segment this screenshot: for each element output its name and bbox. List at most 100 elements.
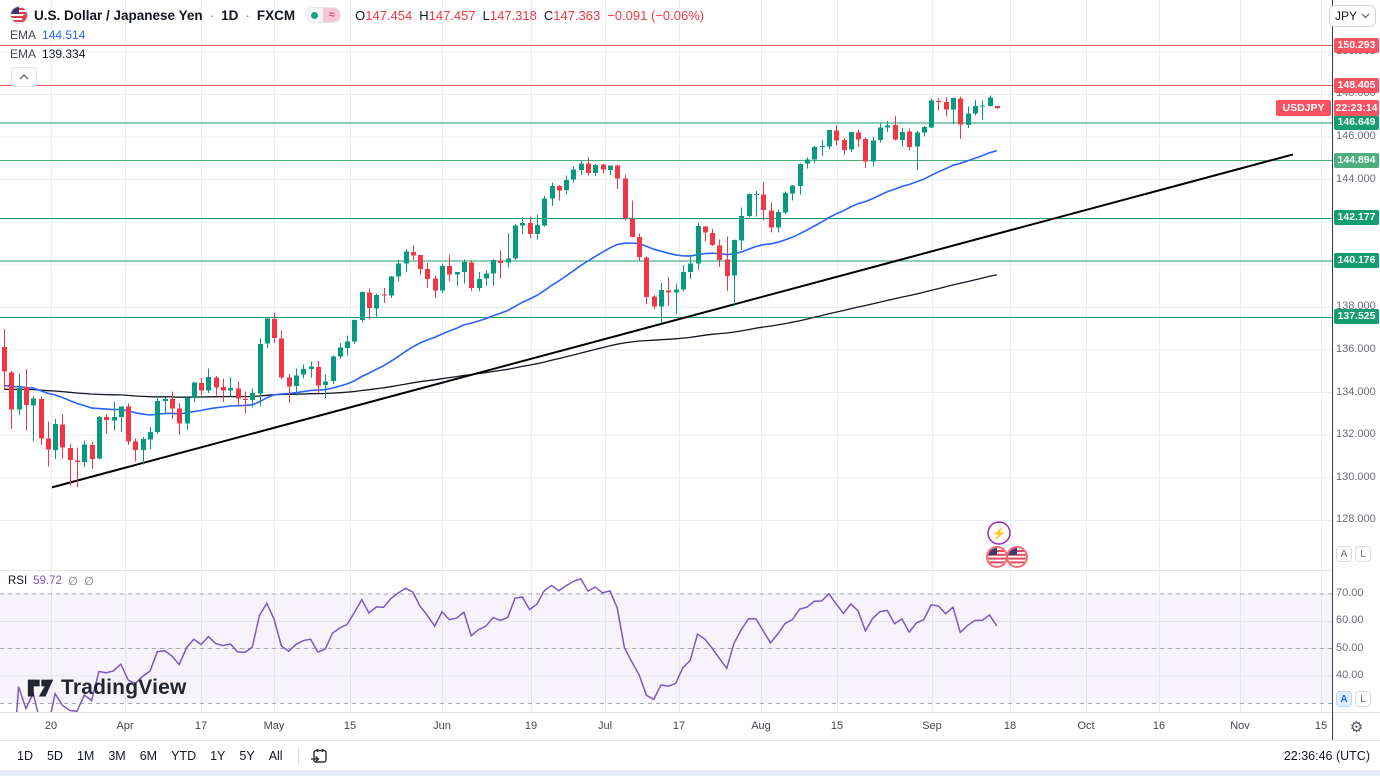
- auto-scale-button[interactable]: A: [1336, 691, 1352, 707]
- symbol-row[interactable]: U.S. Dollar / Japanese Yen · 1D · FXCM ≈…: [10, 5, 704, 25]
- range-button-3m[interactable]: 3M: [108, 748, 126, 763]
- rsi-chart: [0, 570, 1332, 712]
- time-axis[interactable]: 20 Apr 17 May 15 Jun 19 Jul 17 Aug 15 Sep 18 Oct 16 Nov…: [0, 712, 1332, 740]
- last-price-symbol-tag: USDJPY: [1276, 99, 1331, 116]
- price-tick-label: 146.000: [1336, 129, 1376, 142]
- us-flag-event-icon[interactable]: [986, 546, 1008, 568]
- candle-body: [666, 290, 671, 293]
- ema-fast-legend[interactable]: EMA 144.514: [10, 25, 704, 44]
- candle-body: [623, 178, 628, 219]
- main-chart-pane[interactable]: ⚡: [0, 0, 1332, 570]
- time-tick-label: Jun: [433, 720, 451, 732]
- candle-body: [75, 460, 80, 463]
- symbol-title[interactable]: U.S. Dollar / Japanese Yen: [34, 7, 203, 23]
- rsi-line[interactable]: [11, 577, 998, 712]
- candle-body: [491, 260, 496, 274]
- candle-body: [177, 408, 182, 424]
- candle-body: [170, 398, 175, 409]
- candle-body: [915, 132, 920, 147]
- delayed-data-icon: ≈: [323, 8, 341, 22]
- range-button-ytd[interactable]: YTD: [171, 748, 197, 763]
- candle-body: [747, 194, 752, 216]
- pane-separator[interactable]: [0, 570, 1380, 571]
- range-button-1d[interactable]: 1D: [17, 748, 33, 763]
- candle-body: [141, 439, 146, 451]
- candle-body: [936, 100, 941, 102]
- rsi-label: RSI: [8, 575, 28, 587]
- price-level-tag: 146.649: [1334, 115, 1379, 131]
- calendar-go-to-date-icon: [309, 746, 329, 766]
- candle-body: [469, 262, 474, 288]
- candle-body: [9, 372, 14, 410]
- time-tick-label: 19: [524, 720, 538, 732]
- log-scale-button[interactable]: L: [1355, 691, 1371, 707]
- flag-stripe: [988, 561, 1006, 564]
- flag-art: [988, 548, 1006, 566]
- main-grid: [0, 0, 1332, 570]
- rsi-legend[interactable]: RSI 59.72 ∅ ∅: [8, 574, 94, 588]
- candle-body: [24, 387, 29, 405]
- us-flag-event-icon[interactable]: [1006, 546, 1028, 568]
- candle-body: [82, 444, 87, 462]
- ema-slow-legend[interactable]: EMA 139.334: [10, 44, 704, 63]
- range-button-1m[interactable]: 1M: [76, 748, 95, 763]
- flag-canton: [1008, 548, 1017, 555]
- candle-body: [805, 159, 810, 164]
- rsi-tick-label: 70.00: [1336, 587, 1364, 600]
- ema-fast-value: 144.514: [42, 27, 86, 42]
- candle-body: [550, 185, 555, 199]
- exchange-label[interactable]: FXCM: [256, 7, 296, 23]
- candle-body: [812, 146, 817, 160]
- candle-body: [995, 106, 1000, 108]
- time-tick-label: Sep: [922, 720, 942, 732]
- collapse-legend-button[interactable]: [11, 67, 37, 87]
- price-tick-label: 144.000: [1336, 172, 1376, 185]
- range-button-6m[interactable]: 6M: [139, 748, 158, 763]
- candle-body: [287, 377, 292, 387]
- candle-body: [396, 263, 401, 277]
- open-value: O147.454: [355, 7, 413, 23]
- price-tick-label: 132.000: [1336, 428, 1376, 441]
- lightning-event-icon[interactable]: ⚡: [987, 521, 1011, 545]
- go-to-date-button[interactable]: [307, 744, 331, 768]
- time-tick-label: Jul: [597, 720, 613, 732]
- axis-settings-corner[interactable]: ⚙: [1333, 712, 1380, 740]
- candle-body: [966, 113, 971, 126]
- interval-label[interactable]: 1D: [221, 7, 239, 23]
- candle-body: [360, 292, 365, 321]
- rsi-pane[interactable]: [0, 570, 1332, 712]
- range-button-1y[interactable]: 1Y: [210, 748, 226, 763]
- ema-fast-line[interactable]: [3, 149, 998, 416]
- session-clock[interactable]: 22:36:46 (UTC): [1283, 748, 1370, 763]
- currency-dropdown[interactable]: JPY: [1329, 5, 1376, 27]
- candle-body: [455, 272, 460, 275]
- candle-body: [776, 212, 781, 228]
- candle-body: [929, 100, 934, 128]
- range-button-all[interactable]: All: [268, 748, 283, 763]
- auto-scale-button[interactable]: A: [1336, 546, 1352, 562]
- rsi-tick-label: 50.00: [1336, 641, 1364, 654]
- candle-body: [46, 438, 51, 450]
- candle-body: [644, 257, 649, 297]
- range-button-5y[interactable]: 5Y: [239, 748, 255, 763]
- candle-body: [433, 278, 438, 291]
- candle-body: [60, 424, 65, 448]
- log-scale-button[interactable]: L: [1355, 546, 1371, 562]
- price-level-tag: 142.177: [1334, 210, 1379, 226]
- candle-body: [250, 393, 255, 401]
- candle-body: [571, 169, 576, 180]
- trendline[interactable]: [51, 153, 1294, 489]
- candle-body: [790, 185, 795, 194]
- ema-slow-line[interactable]: [3, 274, 997, 398]
- price-axis-border: [1332, 0, 1333, 740]
- price-tick-label: 130.000: [1336, 470, 1376, 483]
- range-button-5d[interactable]: 5D: [46, 748, 63, 763]
- candle-body: [907, 131, 912, 147]
- time-tick-label: 17: [194, 720, 208, 732]
- candle-body: [163, 399, 168, 402]
- candle-body: [593, 165, 598, 174]
- market-status-badge[interactable]: ≈: [305, 7, 342, 23]
- price-tick-label: 134.000: [1336, 385, 1376, 398]
- candle-body: [878, 127, 883, 141]
